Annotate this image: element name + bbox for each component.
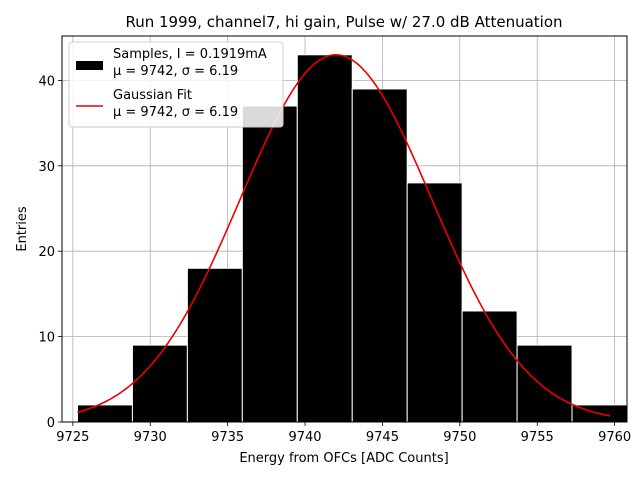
x-axis-label: Energy from OFCs [ADC Counts] <box>239 451 448 466</box>
histogram-bar <box>406 182 463 423</box>
histogram-bar <box>186 267 243 423</box>
bars-layer <box>76 54 628 423</box>
gaussian-fit-line <box>77 53 611 417</box>
histogram-bar <box>241 105 298 423</box>
y-tick-label: 20 <box>38 245 55 260</box>
fit-layer <box>77 53 611 417</box>
histogram-bar <box>461 310 518 423</box>
x-tick-label: 9745 <box>366 430 399 445</box>
x-tick-label: 9740 <box>288 430 321 445</box>
y-tick-label: 30 <box>38 160 55 175</box>
x-tick-label: 9730 <box>134 430 167 445</box>
plot-frame <box>61 35 628 423</box>
histogram-bar <box>131 344 188 423</box>
legend-box <box>68 41 284 128</box>
x-tick-label: 9755 <box>521 430 554 445</box>
legend: Samples, I = 0.1919mA μ = 9742, σ = 6.19 G… <box>68 41 284 128</box>
y-tick-label: 10 <box>38 331 55 346</box>
legend-label: Gaussian Fit <box>113 88 192 103</box>
x-tick-label: 9750 <box>443 430 476 445</box>
ticks-layer: 9725 9730 9735 9740 9745 9750 9755 9760 0 10 20 30 4… <box>38 74 631 445</box>
histogram-bar <box>76 404 133 423</box>
legend-stats: μ = 9742, σ = 6.19 <box>113 105 238 120</box>
legend-label: Samples, I = 0.1919mA <box>113 47 267 62</box>
histogram-bar <box>516 344 573 423</box>
x-tick-label: 9725 <box>56 430 89 445</box>
histogram-bar <box>296 54 353 423</box>
histogram-bar <box>351 88 408 423</box>
legend-stats: μ = 9742, σ = 6.19 <box>113 64 238 79</box>
chart-title: Run 1999, channel7, hi gain, Pulse w/ 27… <box>125 13 562 31</box>
y-tick-label: 40 <box>38 74 55 89</box>
y-axis-label: Entries <box>15 206 30 252</box>
y-tick-label: 0 <box>47 416 55 431</box>
x-tick-label: 9735 <box>211 430 244 445</box>
x-tick-label: 9760 <box>598 430 631 445</box>
legend-swatch-samples <box>76 61 103 70</box>
